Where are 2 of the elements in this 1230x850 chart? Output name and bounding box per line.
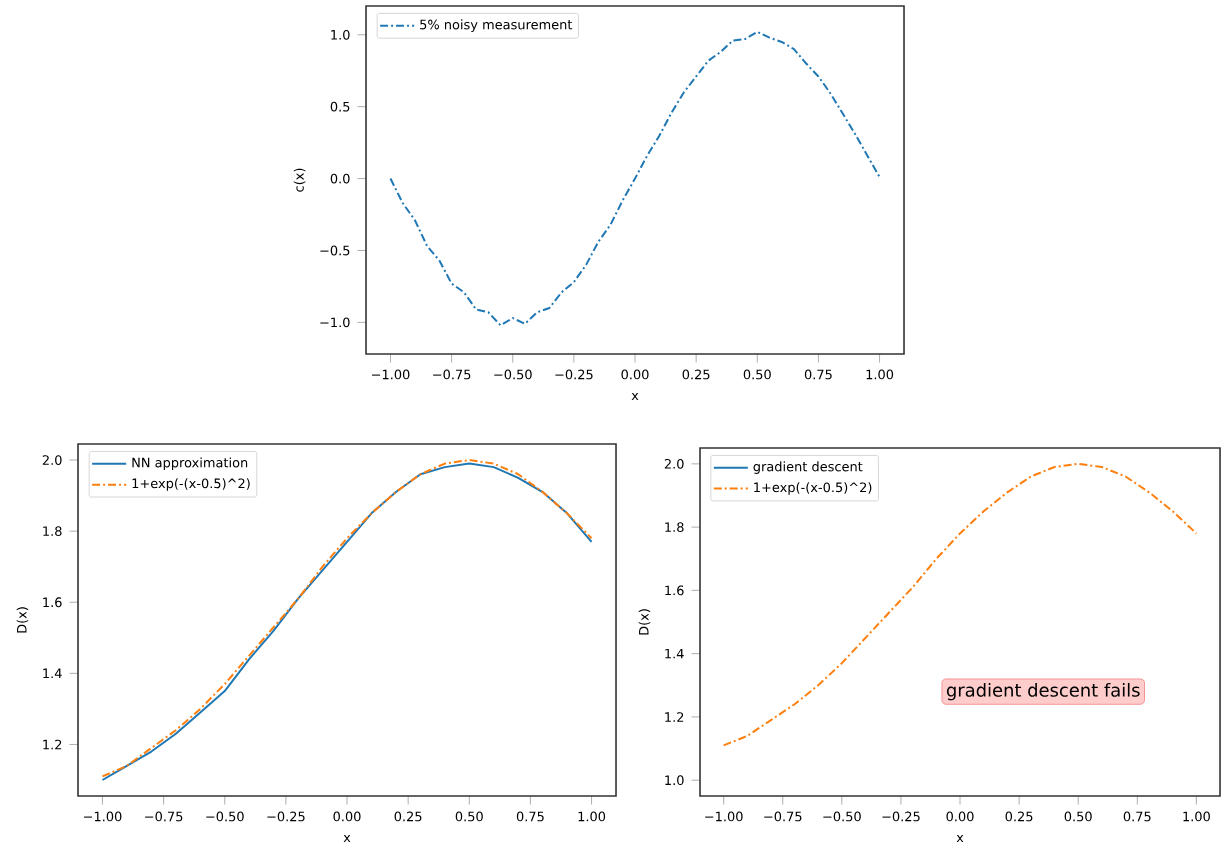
line-series — [722, 462, 1198, 747]
annotation: gradient descent fails — [946, 682, 1140, 701]
